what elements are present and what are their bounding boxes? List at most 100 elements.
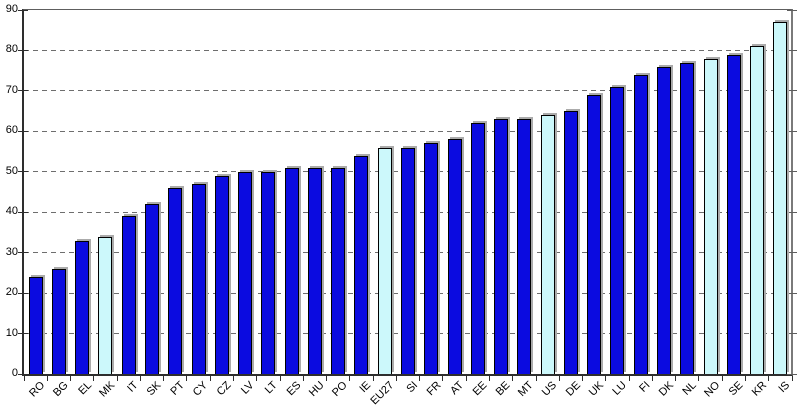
plot-area — [18, 9, 797, 381]
x-tick-label: UK — [586, 379, 606, 399]
x-axis-tick — [395, 376, 397, 381]
x-axis-tick — [675, 376, 677, 381]
x-axis-tick — [768, 376, 770, 381]
x-axis-tick — [605, 376, 607, 381]
x-axis-tick — [721, 376, 723, 381]
bar-po — [331, 167, 346, 374]
bar-at — [447, 139, 462, 374]
x-axis-tick — [744, 376, 746, 381]
y-axis-tick — [787, 9, 797, 11]
bar-kr — [750, 46, 765, 374]
y-tick-label: 40 — [5, 205, 18, 218]
x-axis-tick — [23, 376, 25, 381]
x-axis-tick — [419, 376, 421, 381]
bar-mk — [98, 236, 113, 374]
bar-el — [75, 240, 90, 374]
gridline — [24, 49, 791, 51]
y-tick-label: 70 — [5, 83, 18, 96]
y-axis-tick — [787, 292, 797, 294]
y-tick-label: 20 — [5, 286, 18, 299]
x-axis-tick — [791, 376, 793, 381]
y-axis-tick — [18, 130, 28, 132]
x-tick-label: CY — [191, 379, 211, 399]
y-axis-tick — [787, 252, 797, 254]
x-tick-label: IE — [357, 379, 374, 396]
x-axis-tick — [163, 376, 165, 381]
x-axis-tick — [651, 376, 653, 381]
bar-fr — [424, 143, 439, 374]
x-tick-label: PO — [330, 379, 350, 400]
bar-mt — [517, 119, 532, 374]
y-axis-tick — [787, 90, 797, 92]
y-tick-label: 80 — [5, 43, 18, 56]
x-tick-label: SE — [726, 379, 746, 399]
x-tick-label: IT — [125, 379, 141, 395]
bar-lt — [261, 171, 276, 374]
bar-no — [703, 58, 718, 374]
y-axis-tick — [18, 9, 28, 11]
x-tick-label: HU — [306, 379, 327, 400]
x-tick-label: AT — [448, 379, 467, 398]
y-axis-tick — [787, 49, 797, 51]
bar-uk — [587, 94, 602, 374]
x-axis-tick — [628, 376, 630, 381]
x-axis-tick — [279, 376, 281, 381]
y-axis-tick — [787, 333, 797, 335]
x-tick-label: DE — [563, 379, 583, 399]
x-tick-label: NO — [702, 379, 723, 400]
bar-nl — [680, 62, 695, 374]
bar-dk — [657, 66, 671, 374]
bar-ee — [470, 123, 485, 374]
x-tick-label: MK — [97, 379, 118, 400]
y-axis-tick — [18, 373, 28, 375]
bar-eu27 — [377, 147, 392, 374]
bar-bg — [51, 268, 66, 374]
x-tick-label: CZ — [214, 379, 234, 399]
gridline — [24, 130, 791, 132]
x-tick-label: LU — [610, 379, 630, 398]
x-axis-tick — [326, 376, 328, 381]
x-axis-tick — [512, 376, 514, 381]
x-tick-label: IS — [776, 379, 793, 396]
bar-cz — [214, 175, 229, 374]
bar-lv — [238, 171, 253, 374]
x-axis-tick — [209, 376, 211, 381]
y-axis-tick — [18, 252, 28, 254]
x-axis-tick — [349, 376, 351, 381]
y-tick-label: 30 — [5, 245, 18, 258]
x-tick-label: MT — [516, 379, 537, 400]
bar-us — [540, 115, 555, 374]
x-tick-label: DK — [656, 379, 676, 399]
x-tick-label: KR — [749, 379, 769, 399]
bar-lu — [610, 86, 625, 374]
x-tick-label: EE — [470, 379, 490, 399]
y-tick-label: 50 — [5, 164, 18, 177]
x-axis-tick — [232, 376, 234, 381]
x-tick-label: BG — [50, 379, 71, 400]
bar-is — [773, 22, 788, 374]
x-axis-tick — [116, 376, 118, 381]
x-tick-label: LT — [263, 379, 281, 397]
bar-fi — [633, 74, 648, 374]
y-axis-tick — [18, 211, 28, 213]
x-axis-tick — [70, 376, 72, 381]
y-axis-tick — [787, 171, 797, 173]
y-tick-label: 0 — [11, 367, 18, 379]
bar-cy — [191, 183, 206, 374]
bar-es — [284, 167, 299, 374]
y-axis-tick — [18, 171, 28, 173]
x-axis-tick — [698, 376, 700, 381]
y-axis-tick — [787, 373, 797, 375]
x-tick-label: SK — [144, 379, 164, 399]
x-tick-label: LV — [239, 379, 257, 397]
bar-se — [726, 54, 741, 374]
x-tick-label: BE — [493, 379, 513, 399]
y-tick-label: 90 — [5, 3, 18, 15]
x-tick-label: FR — [424, 379, 444, 399]
y-axis-tick — [18, 49, 28, 51]
bar-ie — [354, 155, 369, 374]
x-axis-tick — [558, 376, 560, 381]
x-axis-tick — [256, 376, 258, 381]
x-axis-tick — [488, 376, 490, 381]
x-tick-label: NL — [680, 379, 700, 398]
